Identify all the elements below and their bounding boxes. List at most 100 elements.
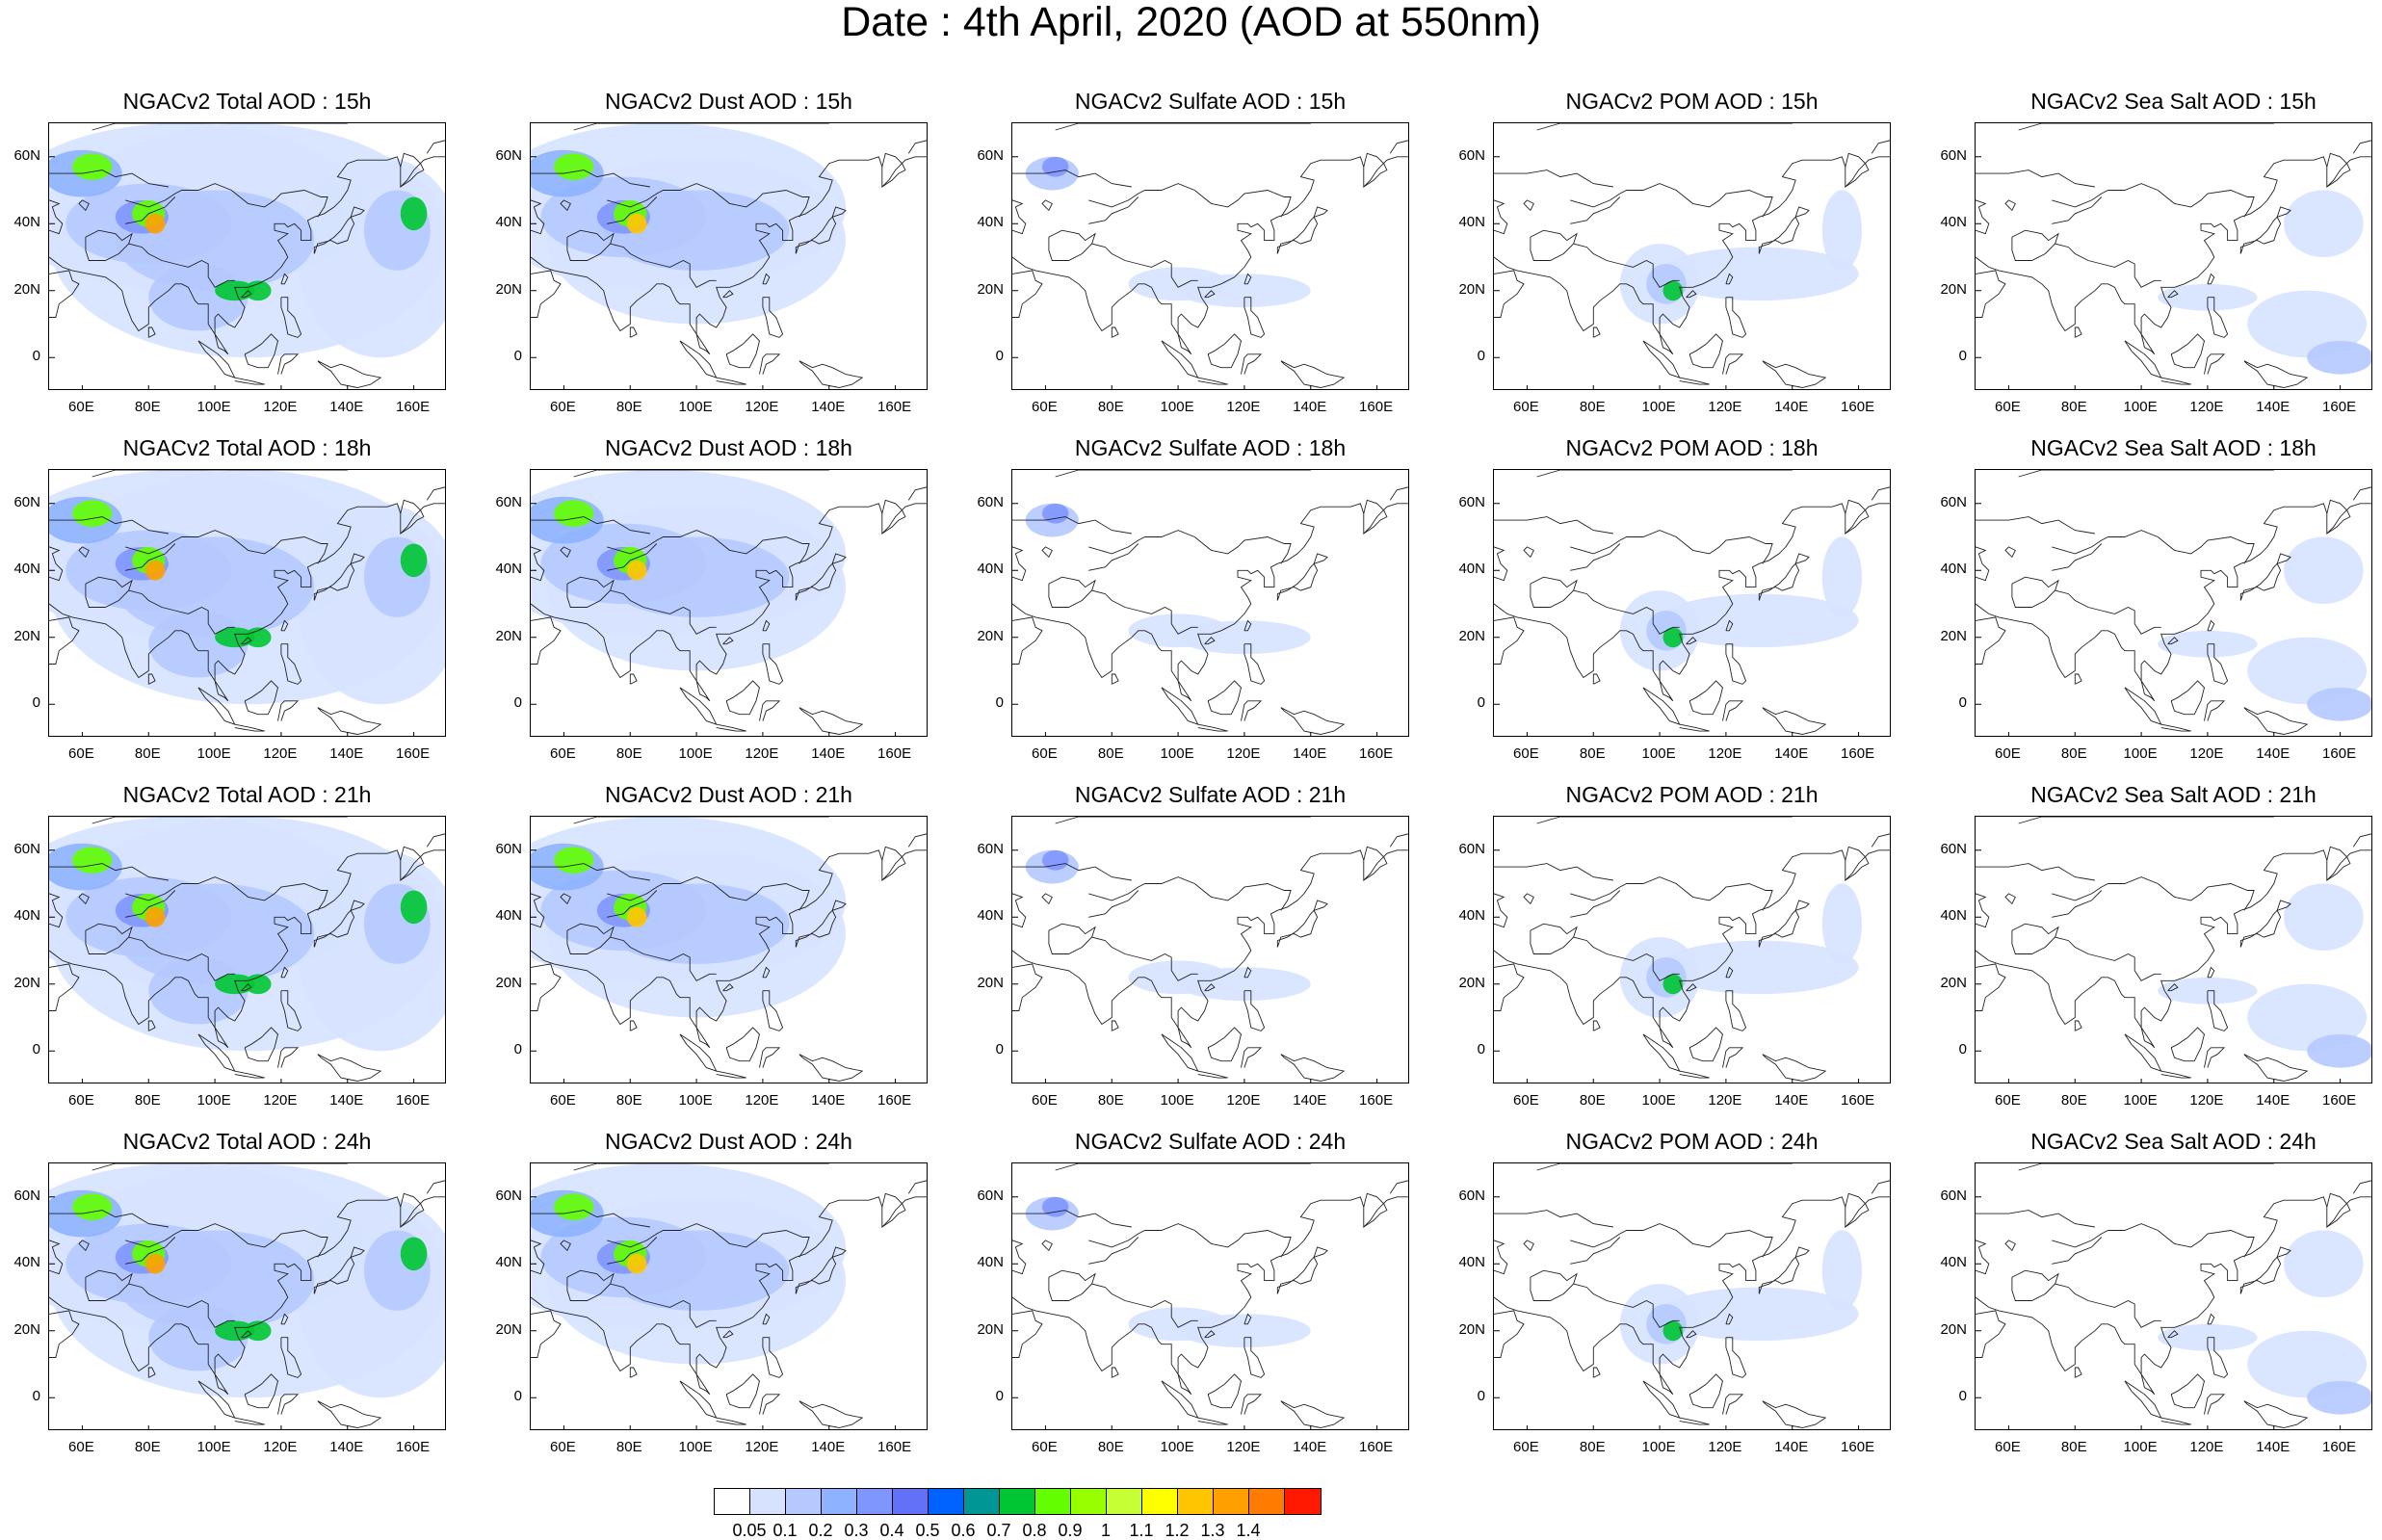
coastline [1976, 1210, 2095, 1228]
lon-label: 160E [396, 1439, 431, 1455]
map-panel [48, 816, 446, 1083]
coastline [2207, 619, 2215, 632]
lon-label: 60E [1032, 1092, 1058, 1109]
colorbar-swatch [715, 1489, 750, 1514]
coastline [716, 377, 746, 385]
coastline [350, 206, 365, 218]
coastline [2160, 1070, 2191, 1079]
lat-label: 0 [513, 1388, 522, 1405]
coastline [1091, 243, 1198, 288]
lat-label: 60N [1940, 1187, 1967, 1204]
aod-plume [554, 847, 594, 874]
aod-plume [626, 1253, 647, 1274]
aod-plume [2307, 687, 2371, 721]
coastline [2204, 700, 2226, 721]
aod-plume [1662, 1320, 1684, 1342]
aod-plume [215, 280, 255, 301]
aod-plume [2307, 1380, 2371, 1415]
coastline [560, 1240, 571, 1252]
lon-label: 140E [329, 1092, 364, 1109]
lon-label: 80E [615, 1439, 642, 1455]
coastline [2052, 1223, 2255, 1258]
coastline [1592, 673, 1601, 685]
coastline [241, 637, 252, 645]
aod-plume [2247, 637, 2368, 705]
aod-plume [1178, 274, 1311, 308]
coastline [1725, 1313, 1734, 1325]
lat-label: 40N [1940, 907, 1967, 925]
coastline [1494, 863, 1613, 881]
lon-label: 140E [329, 1439, 364, 1455]
lon-label: 140E [1774, 745, 1809, 762]
coastline [1976, 156, 2371, 355]
coastline [1280, 360, 1346, 388]
lon-label: 140E [1774, 1092, 1809, 1109]
lat-label: 40N [1458, 561, 1485, 578]
coastline [1573, 589, 1680, 635]
coastline [280, 1313, 289, 1325]
aod-plume [2284, 536, 2364, 604]
coastline [1041, 546, 1053, 559]
aod-plume [2247, 1330, 2368, 1398]
coastline [280, 990, 302, 1031]
coastline [607, 876, 810, 911]
coastline [426, 1180, 445, 1194]
lon-label: 80E [134, 745, 161, 762]
aod-plume [245, 974, 272, 995]
lon-label: 60E [1513, 399, 1539, 415]
coastline [1592, 1367, 1601, 1378]
lat-label: 60N [495, 1187, 522, 1204]
coastline [49, 1240, 64, 1275]
lon-label: 80E [134, 1092, 161, 1109]
lon-label: 60E [1995, 399, 2021, 415]
lon-label: 160E [2322, 399, 2357, 415]
map-panel [48, 122, 446, 390]
coastline [1976, 849, 2371, 1049]
coastline [1494, 1310, 1525, 1358]
coastline [531, 616, 562, 665]
coastline [280, 297, 302, 338]
coastline [1523, 1240, 1534, 1252]
lon-label: 160E [1359, 1439, 1394, 1455]
lat-label: 20N [977, 627, 1004, 644]
lon-label: 120E [1226, 399, 1261, 415]
coastline [1012, 893, 1027, 928]
lat-label: 60N [1940, 493, 1967, 510]
coastline [1976, 270, 2006, 318]
colorbar-swatch [857, 1489, 893, 1514]
coastline [1389, 833, 1408, 848]
coastline [2052, 543, 2103, 571]
lon-label: 100E [2123, 399, 2158, 415]
aod-map [49, 1163, 445, 1429]
panel-title: NGACv2 Total AOD : 18h [122, 435, 372, 460]
coastline [317, 707, 382, 735]
coastline [2352, 486, 2371, 501]
coastline [1570, 890, 1621, 918]
coastline [2239, 909, 2282, 948]
coastline [531, 503, 927, 702]
coastline [2204, 1394, 2226, 1415]
aod-plume [603, 1230, 790, 1311]
map-panel [1493, 122, 1891, 390]
coastline [2055, 243, 2161, 288]
aod-map [531, 1163, 927, 1429]
coastline [1686, 983, 1697, 992]
coastline [2239, 562, 2282, 601]
coastline [2207, 1337, 2229, 1378]
aod-plume [72, 153, 113, 181]
aod-plume [554, 500, 594, 528]
coastline [1688, 333, 1723, 369]
coastline [1204, 637, 1216, 645]
aod-map [1976, 123, 2371, 389]
coastline [313, 909, 355, 948]
coastline [1041, 1240, 1053, 1252]
lat-label: 40N [1458, 214, 1485, 231]
coastline [49, 616, 80, 665]
coastline [2326, 499, 2351, 535]
coastline [610, 936, 717, 981]
coastline [1363, 152, 1388, 188]
coastline [1536, 817, 1793, 824]
coastline [49, 156, 445, 355]
lat-label: 0 [1477, 694, 1485, 712]
coastline [881, 499, 906, 535]
